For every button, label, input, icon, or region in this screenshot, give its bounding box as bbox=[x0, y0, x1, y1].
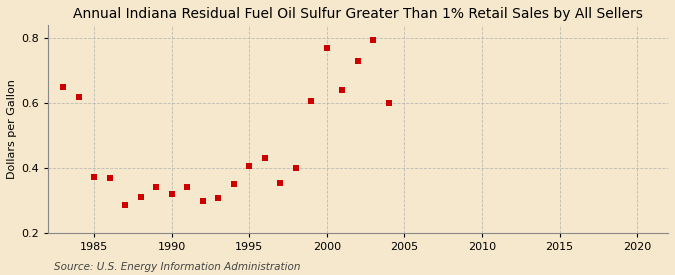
Point bbox=[244, 164, 255, 168]
Point bbox=[337, 87, 348, 92]
Point bbox=[213, 196, 224, 201]
Point bbox=[151, 185, 162, 189]
Text: Source: U.S. Energy Information Administration: Source: U.S. Energy Information Administ… bbox=[54, 262, 300, 272]
Point bbox=[58, 85, 69, 89]
Point bbox=[275, 181, 286, 185]
Point bbox=[120, 203, 131, 207]
Point bbox=[167, 191, 178, 196]
Point bbox=[136, 195, 146, 200]
Point bbox=[321, 45, 332, 50]
Y-axis label: Dollars per Gallon: Dollars per Gallon bbox=[7, 79, 17, 179]
Title: Annual Indiana Residual Fuel Oil Sulfur Greater Than 1% Retail Sales by All Sell: Annual Indiana Residual Fuel Oil Sulfur … bbox=[73, 7, 643, 21]
Point bbox=[198, 199, 209, 203]
Point bbox=[89, 175, 100, 180]
Point bbox=[368, 38, 379, 43]
Point bbox=[74, 95, 84, 99]
Point bbox=[352, 59, 363, 63]
Point bbox=[306, 99, 317, 104]
Point bbox=[383, 101, 394, 105]
Point bbox=[290, 166, 301, 170]
Point bbox=[260, 156, 271, 160]
Point bbox=[182, 185, 193, 189]
Point bbox=[229, 182, 240, 186]
Point bbox=[105, 176, 115, 180]
